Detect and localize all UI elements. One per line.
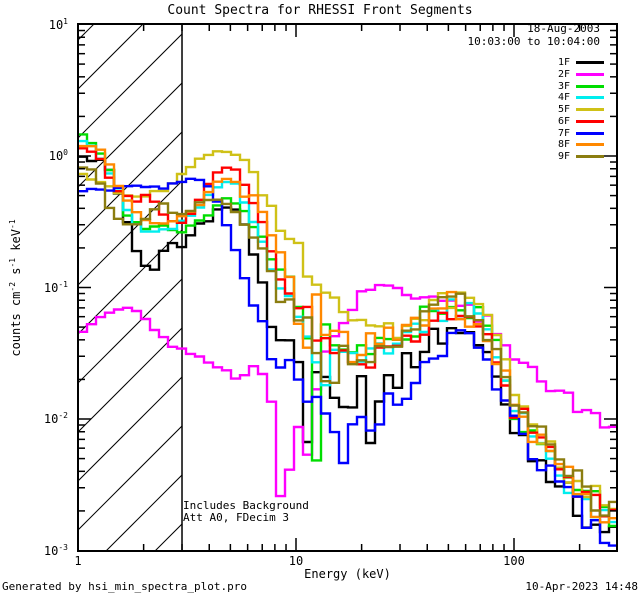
hatch-line — [78, 327, 182, 433]
legend-swatch — [576, 155, 604, 158]
hatch-line — [78, 278, 182, 384]
legend-swatch — [576, 84, 604, 88]
y-tick-label: 101 — [48, 16, 68, 32]
series-path-8F — [78, 144, 617, 524]
legend-item-3F: 3F — [470, 81, 616, 92]
legend-label: 2F — [557, 68, 570, 80]
legend-label: 3F — [557, 80, 570, 92]
legend-label: 7F — [557, 127, 570, 139]
legend-item-1F: 1F — [470, 57, 616, 68]
legend-item-6F: 6F — [470, 116, 616, 127]
legend-item-9F: 9F — [470, 151, 616, 162]
axis-ticks — [78, 24, 617, 551]
footer-datetime: 10-Apr-2023 14:48 — [525, 580, 638, 593]
legend-item-8F: 8F — [470, 139, 616, 150]
hatch-line — [78, 33, 182, 139]
legend-label: 9F — [557, 151, 570, 162]
y-tick-label: 10-2 — [43, 411, 68, 426]
legend-item-5F: 5F — [470, 104, 616, 115]
hatch-line — [78, 82, 182, 188]
legend-swatch — [576, 72, 604, 76]
annotation-includes-background: Includes Background — [183, 499, 309, 512]
legend-label: 5F — [557, 104, 570, 115]
hatch-line — [78, 376, 182, 482]
legend-item-2F: 2F — [470, 69, 616, 80]
date-label: 18-Aug-2003 — [527, 22, 600, 35]
legend-item-7F: 7F — [470, 128, 616, 139]
x-tick-label: 100 — [503, 554, 525, 568]
spectra-curves — [78, 133, 617, 547]
series-path-9F — [78, 166, 617, 517]
footer-generated-by: Generated by hsi_min_spectra_plot.pro — [2, 580, 248, 593]
legend-swatch — [576, 61, 604, 64]
y-tick-label: 100 — [48, 148, 68, 163]
time-range-label: 10:03:00 to 10:04:00 — [467, 35, 600, 48]
y-tick-label: 10-1 — [43, 279, 68, 295]
legend-label: 1F — [557, 57, 570, 68]
hatch-line — [78, 425, 182, 531]
legend-swatch — [576, 96, 604, 100]
legend-label: 4F — [557, 92, 570, 104]
legend-swatch — [576, 131, 604, 135]
annotation-attenuator: Att A0, FDecim 3 — [183, 511, 289, 524]
plot-title: Count Spectra for RHESSI Front Segments — [167, 3, 473, 18]
legend-item-4F: 4F — [470, 92, 616, 103]
legend-swatch — [576, 143, 604, 147]
legend-label: 6F — [557, 115, 570, 127]
hatch-region — [78, 24, 182, 551]
x-tick-label: 10 — [288, 554, 304, 568]
y-tick-label: 10-3 — [43, 542, 68, 558]
hatch-line — [78, 229, 182, 335]
legend-swatch — [576, 119, 604, 123]
x-tick-label: 1 — [74, 554, 82, 568]
legend-label: 8F — [557, 139, 570, 151]
x-axis-title: Energy (keV) — [304, 567, 391, 581]
legend-swatch — [576, 108, 604, 111]
